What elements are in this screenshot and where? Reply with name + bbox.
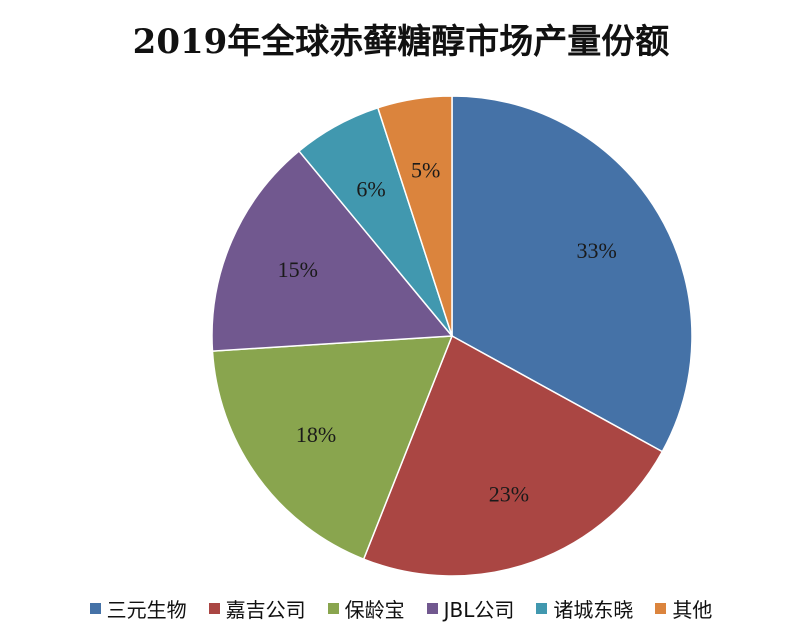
legend-item-2: 保龄宝 — [327, 594, 405, 623]
legend-swatch-2 — [327, 603, 339, 614]
legend-swatch-5 — [655, 603, 667, 614]
legend-swatch-1 — [208, 603, 220, 614]
legend-label-5: 其他 — [672, 598, 713, 622]
slice-label-4: 6% — [356, 176, 385, 201]
slice-label-5: 5% — [411, 158, 440, 183]
legend: 三元生物 嘉吉公司 保龄宝 JBL公司 诸城东晓 其他 — [0, 594, 802, 623]
pie-chart: 33% 23% 18% 15% 6% 5% — [211, 95, 693, 577]
chart-title: 2019年全球赤藓糖醇市场产量份额 — [132, 22, 670, 62]
legend-item-5: 其他 — [655, 594, 712, 623]
slice-label-0: 33% — [576, 238, 616, 263]
legend-swatch-0 — [89, 603, 101, 614]
pie-slice-5 — [376, 95, 453, 337]
slice-label-3: 15% — [278, 257, 318, 282]
legend-item-0: 三元生物 — [89, 594, 187, 623]
legend-label-1: 嘉吉公司 — [225, 598, 306, 622]
legend-swatch-3 — [426, 603, 438, 614]
legend-item-1: 嘉吉公司 — [208, 594, 306, 623]
pie-slice-0 — [451, 95, 693, 453]
legend-label-3: JBL公司 — [443, 598, 515, 622]
legend-label-4: 诸城东晓 — [553, 598, 634, 622]
slice-label-2: 18% — [296, 422, 336, 447]
pie-slice-1 — [362, 334, 664, 577]
legend-label-2: 保龄宝 — [344, 598, 405, 622]
pie-slice-3 — [211, 150, 454, 352]
slice-label-1: 23% — [489, 482, 529, 507]
legend-swatch-4 — [536, 603, 548, 614]
legend-label-0: 三元生物 — [106, 598, 187, 622]
legend-item-4: 诸城东晓 — [536, 594, 633, 623]
legend-item-3: JBL公司 — [426, 594, 515, 623]
pie-slice-2 — [211, 335, 454, 561]
